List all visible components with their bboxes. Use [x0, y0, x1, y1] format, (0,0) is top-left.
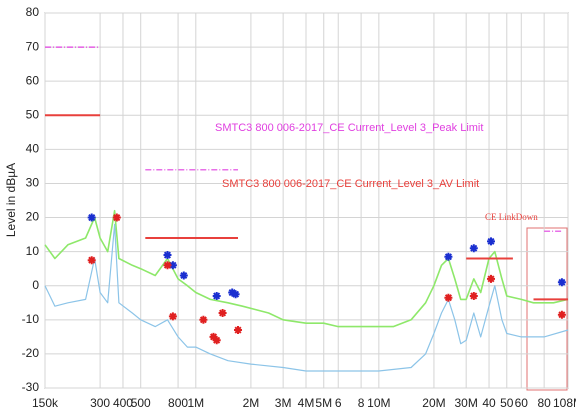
y-axis-label: Level in dBµA: [4, 163, 18, 237]
marker-star: [469, 292, 478, 300]
highlight-box: [526, 227, 568, 391]
marker-star: [179, 271, 188, 280]
y-tick-label: 10: [26, 244, 40, 258]
marker-star: [87, 256, 96, 265]
y-tick-label: -30: [22, 380, 40, 394]
marker-star: [228, 288, 237, 297]
annotation: SMTC3 800 006-2017_CE Current_Level 3_AV…: [222, 178, 479, 190]
x-tick-label: 2M: [243, 396, 260, 410]
x-tick-label: 5M: [315, 396, 332, 410]
y-tick-label: -10: [22, 312, 40, 326]
annotation: CE LinkDown: [485, 212, 538, 222]
annotation: SMTC3 800 006-2017_CE Current_Level 3_Pe…: [215, 122, 483, 134]
y-tick-label: 40: [26, 142, 40, 156]
trace: [44, 209, 569, 328]
x-tick-label: 10M: [367, 396, 390, 410]
x-tick-label: 6: [335, 396, 342, 410]
y-tick-label: -20: [22, 346, 40, 360]
x-tick-label: 3M: [275, 396, 292, 410]
y-tick-label: 0: [32, 278, 39, 292]
marker-star: [557, 310, 566, 319]
marker-star: [209, 332, 218, 341]
y-tick-label: 50: [26, 107, 40, 121]
x-tick-label: 60: [515, 396, 529, 410]
x-tick-label: 150k: [32, 396, 59, 410]
marker-star: [163, 261, 172, 270]
x-tick-label: 500: [131, 396, 151, 410]
x-tick-label: 8: [358, 396, 365, 410]
marker-star: [218, 309, 227, 317]
marker-star: [168, 261, 177, 270]
marker-star: [444, 293, 453, 302]
x-tick-label: 1M: [187, 396, 204, 410]
x-tick-label: 50: [500, 396, 514, 410]
marker-star: [487, 274, 495, 283]
marker-star: [87, 213, 96, 222]
marker-star: [199, 315, 208, 324]
trace: [44, 223, 569, 372]
marker-star: [444, 252, 453, 261]
x-tick-label: 80: [537, 396, 551, 410]
x-tick-label: 300: [90, 396, 110, 410]
y-tick-label: 30: [26, 176, 40, 190]
marker-star: [234, 326, 242, 334]
x-tick-label: 4M: [298, 396, 315, 410]
x-tick-label: 400: [113, 396, 133, 410]
marker-star: [557, 278, 566, 287]
marker-star: [112, 213, 121, 222]
x-tick-label: 40: [482, 396, 496, 410]
y-tick-label: 80: [26, 5, 40, 19]
x-tick-label: 30M: [455, 396, 478, 410]
marker-star: [231, 290, 240, 299]
x-tick-label: 800: [168, 396, 188, 410]
marker-star: [163, 251, 172, 259]
x-tick-label: 20M: [422, 396, 445, 410]
marker-star: [469, 244, 478, 253]
marker-star: [168, 312, 177, 321]
y-tick-label: 70: [26, 39, 40, 53]
marker-star: [212, 292, 221, 300]
marker-star: [212, 336, 221, 345]
marker-star: [487, 237, 495, 246]
y-tick-label: 60: [26, 73, 40, 87]
x-tick-label: 108M: [553, 396, 576, 410]
y-tick-label: 20: [26, 210, 40, 224]
